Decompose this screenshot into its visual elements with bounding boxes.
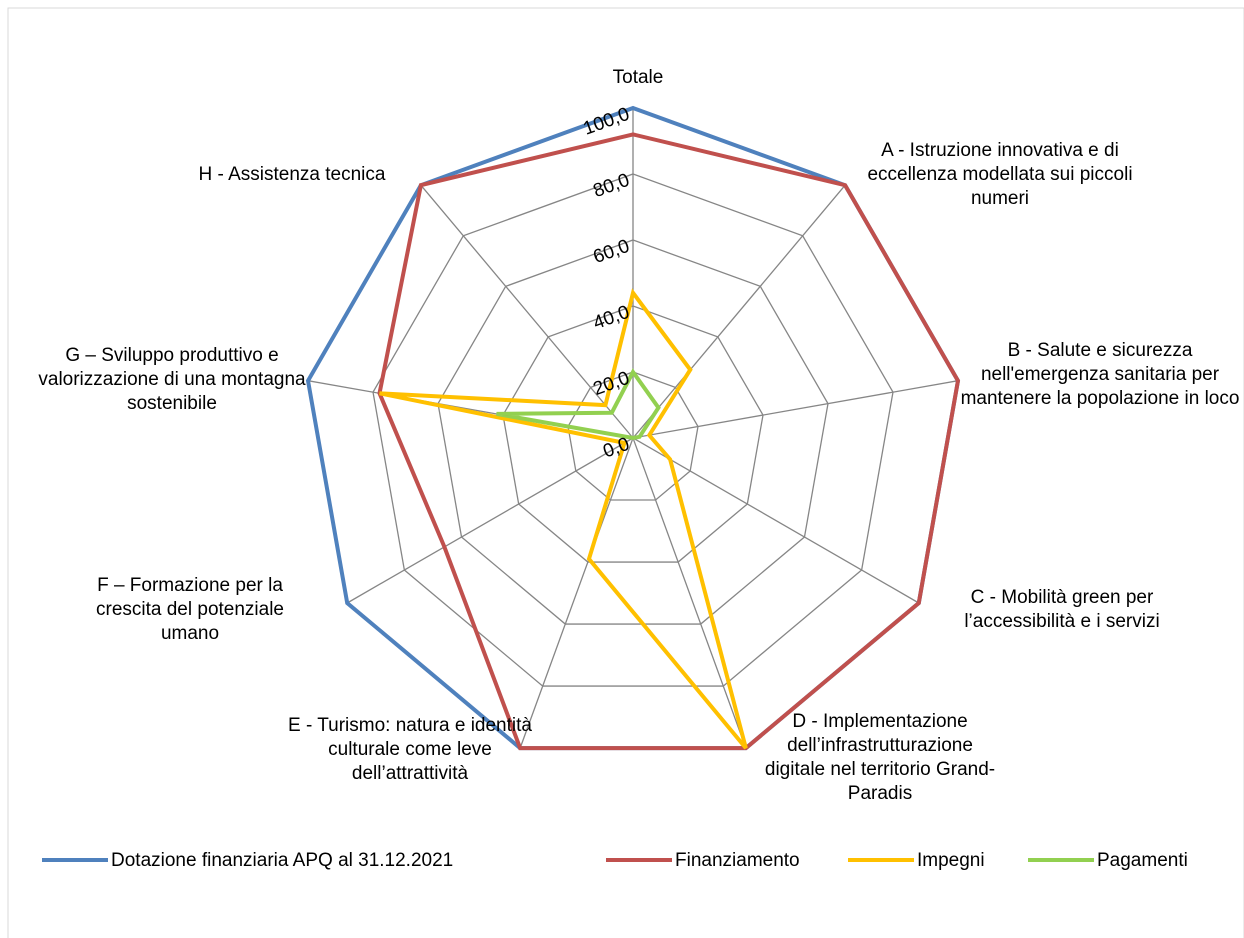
tick-label: 80,0 [590, 170, 632, 202]
chart-border [7, 7, 1244, 938]
axis-spoke [420, 184, 634, 439]
tick-label: 20,0 [590, 368, 632, 400]
tick-label: 100,0 [581, 104, 633, 140]
category-label: Totale [612, 67, 664, 88]
axis-spoke [632, 380, 959, 439]
axis-spoke [632, 437, 747, 749]
tick-label: 60,0 [590, 236, 632, 268]
axis-spoke [632, 184, 846, 439]
legend-label: Finanziamento [675, 850, 800, 871]
series-line [377, 132, 961, 751]
legend-label: Dotazione finanziaria APQ al 31.12.2021 [111, 850, 453, 871]
legend-label: Impegni [917, 850, 985, 871]
legend-label: Pagamenti [1097, 850, 1188, 871]
grid-ring [567, 371, 699, 501]
series-line [379, 288, 748, 750]
category-label: D - Implementazione dell’infrastrutturaz… [764, 711, 996, 804]
category-label: F – Formazione per la crescita del poten… [96, 575, 284, 644]
category-label: C - Mobilità green per l’accessibilità e… [964, 587, 1160, 632]
axis-spoke [346, 437, 634, 604]
axis-spoke [519, 437, 634, 749]
series-line [496, 368, 661, 441]
category-label: E - Turismo: natura e identità culturale… [288, 715, 532, 784]
tick-label: 40,0 [590, 302, 632, 334]
category-label: G – Sviluppo produttivo e valorizzazione… [38, 345, 306, 414]
category-label: A - Istruzione innovativa e di eccellenz… [867, 140, 1133, 209]
axis-spoke [632, 437, 920, 604]
grid-ring [437, 239, 829, 625]
category-label: H - Assistenza tecnica [198, 164, 386, 185]
grid-ring [372, 173, 894, 687]
category-label: B - Salute e sicurezza nell'emergenza sa… [960, 340, 1240, 409]
grid-ring [502, 305, 764, 563]
